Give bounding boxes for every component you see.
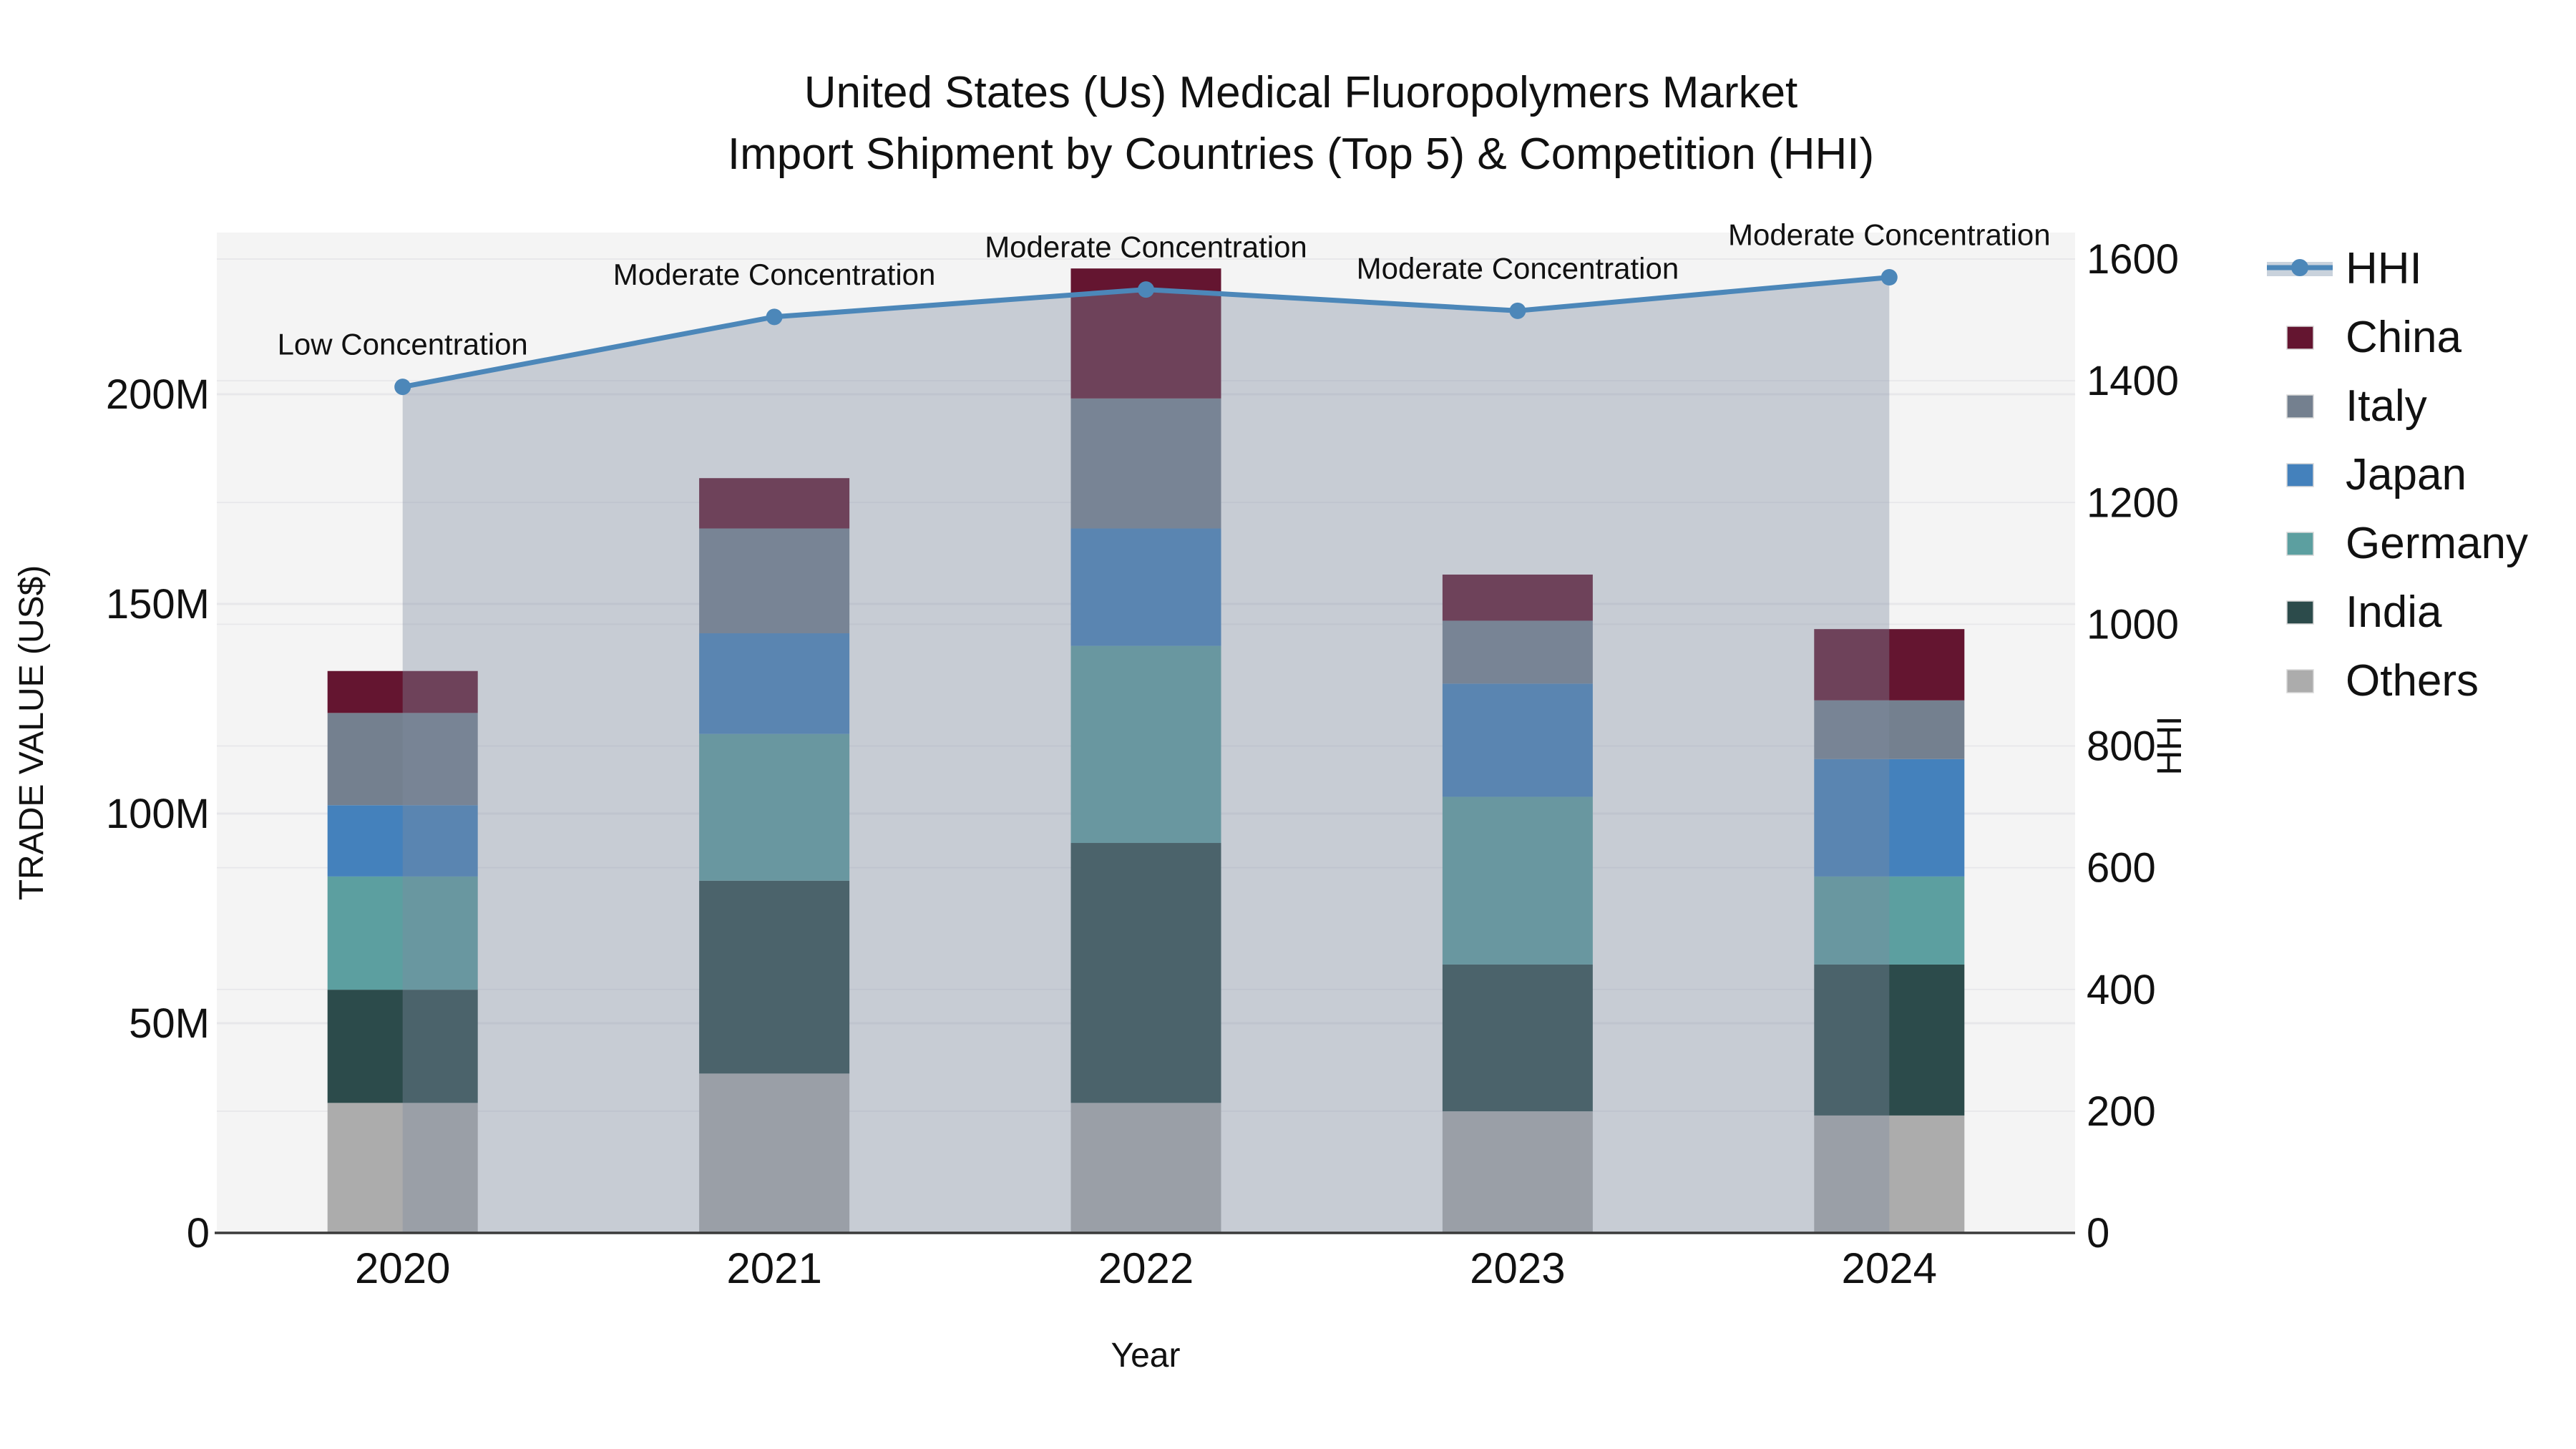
y-left-tick-100M: 100M xyxy=(106,791,210,837)
legend-swatch-others xyxy=(2286,669,2314,693)
legend-label-china: China xyxy=(2346,313,2462,362)
x-tick-2022: 2022 xyxy=(1098,1244,1194,1292)
legend-label-hhi: HHI xyxy=(2346,244,2422,293)
y-left-tick-150M: 150M xyxy=(106,581,210,628)
legend-swatch-italy xyxy=(2286,394,2314,419)
legend-label-india: India xyxy=(2346,587,2442,637)
bar-segment-japan-2024[interactable] xyxy=(1814,758,1965,877)
bar-segment-india-2020[interactable] xyxy=(327,990,478,1103)
legend-label-italy: Italy xyxy=(2346,381,2427,431)
legend-label-germany: Germany xyxy=(2346,519,2528,568)
y-right-tick-1600: 1600 xyxy=(2087,236,2179,283)
legend-item-japan[interactable]: Japan xyxy=(2286,450,2467,499)
y-right-tick-1000: 1000 xyxy=(2087,601,2179,648)
bar-segment-japan-2020[interactable] xyxy=(327,805,478,877)
bar-segment-italy-2020[interactable] xyxy=(327,713,478,806)
legend-label-others: Others xyxy=(2346,656,2479,706)
chart-title-line2: Import Shipment by Countries (Top 5) & C… xyxy=(728,130,1874,179)
legend-swatch-germany xyxy=(2286,532,2314,556)
legend-item-china[interactable]: China xyxy=(2286,313,2462,362)
legend-hhi-marker-sample xyxy=(2291,259,2308,276)
bar-segment-china-2023[interactable] xyxy=(1442,574,1593,621)
bar-segment-others-2023[interactable] xyxy=(1442,1111,1593,1233)
annotation-2023: Moderate Concentration xyxy=(1357,251,1679,285)
chart-dynamic-layer: Low Concentration Moderate Concentration M… xyxy=(106,218,2528,1292)
hhi-marker-2020[interactable] xyxy=(394,379,411,396)
bar-segment-china-2020[interactable] xyxy=(327,670,478,713)
x-axis-title: Year xyxy=(1111,1337,1181,1375)
y-left-axis-title: TRADE VALUE (US$) xyxy=(13,565,51,901)
y-right-tick-1200: 1200 xyxy=(2087,479,2179,526)
y-right-tick-200: 200 xyxy=(2087,1088,2156,1135)
bar-segment-italy-2023[interactable] xyxy=(1442,620,1593,684)
bar-segment-japan-2022[interactable] xyxy=(1070,528,1221,646)
annotation-2020: Low Concentration xyxy=(278,328,528,361)
bar-segment-india-2022[interactable] xyxy=(1070,843,1221,1103)
hhi-marker-2023[interactable] xyxy=(1509,302,1526,319)
bar-segment-china-2021[interactable] xyxy=(699,478,850,529)
legend-swatch-china xyxy=(2286,326,2314,350)
y-left-tick-0: 0 xyxy=(187,1210,210,1257)
x-tick-2020: 2020 xyxy=(355,1244,450,1292)
bar-segment-italy-2022[interactable] xyxy=(1070,398,1221,529)
y-right-tick-600: 600 xyxy=(2087,845,2156,892)
hhi-marker-2024[interactable] xyxy=(1880,269,1898,286)
legend-label-japan: Japan xyxy=(2346,450,2467,499)
bar-segment-germany-2022[interactable] xyxy=(1070,645,1221,844)
bar-segment-others-2021[interactable] xyxy=(699,1073,850,1233)
y-right-tick-1400: 1400 xyxy=(2087,358,2179,404)
bar-segment-germany-2020[interactable] xyxy=(327,876,478,990)
y-left-tick-50M: 50M xyxy=(129,1000,210,1047)
legend-item-others[interactable]: Others xyxy=(2286,656,2479,706)
x-tick-2023: 2023 xyxy=(1470,1244,1565,1292)
y-right-tick-0: 0 xyxy=(2087,1210,2109,1257)
x-tick-2024: 2024 xyxy=(1842,1244,1937,1292)
legend-item-italy[interactable]: Italy xyxy=(2286,381,2427,431)
hhi-marker-2022[interactable] xyxy=(1138,281,1154,298)
y-left-tick-200M: 200M xyxy=(106,371,210,418)
x-tick-2021: 2021 xyxy=(726,1244,821,1292)
chart-title-line1: United States (Us) Medical Fluoropolymer… xyxy=(804,68,1798,117)
legend-item-germany[interactable]: Germany xyxy=(2286,519,2528,568)
legend-item-india[interactable]: India xyxy=(2286,587,2442,637)
y-right-tick-400: 400 xyxy=(2087,967,2156,1013)
y-right-tick-800: 800 xyxy=(2087,723,2156,770)
y-right-axis-title: HHI xyxy=(2151,716,2189,776)
bar-segment-japan-2021[interactable] xyxy=(699,633,850,734)
bar-segment-germany-2024[interactable] xyxy=(1814,876,1965,965)
bar-segment-others-2022[interactable] xyxy=(1070,1103,1221,1233)
bar-segment-others-2024[interactable] xyxy=(1814,1115,1965,1233)
bar-segment-india-2023[interactable] xyxy=(1442,964,1593,1112)
annotation-2021: Moderate Concentration xyxy=(613,258,936,291)
bar-segment-italy-2021[interactable] xyxy=(699,528,850,634)
bar-segment-italy-2024[interactable] xyxy=(1814,700,1965,759)
hhi-marker-2021[interactable] xyxy=(766,308,783,326)
bar-segment-germany-2023[interactable] xyxy=(1442,796,1593,965)
hhi-area-fill xyxy=(402,277,1890,1234)
annotation-2024: Moderate Concentration xyxy=(1728,218,2051,252)
bar-segment-china-2024[interactable] xyxy=(1814,629,1965,701)
bar-segment-others-2020[interactable] xyxy=(327,1103,478,1233)
legend-item-hhi[interactable]: HHI xyxy=(2267,244,2422,293)
bar-segment-germany-2021[interactable] xyxy=(699,733,850,881)
bar-segment-india-2021[interactable] xyxy=(699,880,850,1074)
bar-segment-japan-2023[interactable] xyxy=(1442,683,1593,797)
legend-swatch-india xyxy=(2286,600,2314,625)
annotation-2022: Moderate Concentration xyxy=(985,230,1307,264)
legend-swatch-japan xyxy=(2286,463,2314,487)
bar-segment-india-2024[interactable] xyxy=(1814,964,1965,1116)
